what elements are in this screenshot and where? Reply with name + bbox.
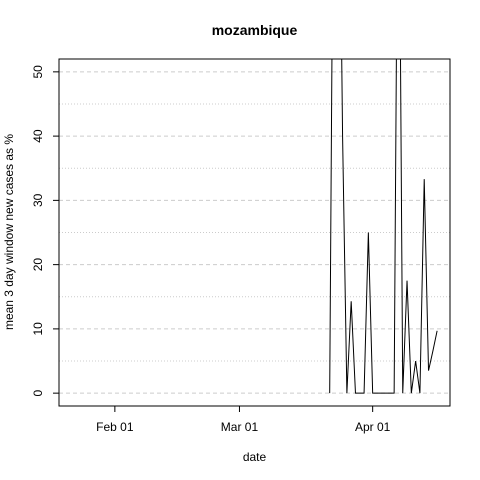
y-tick-label: 10 — [31, 322, 45, 336]
series-line — [329, 59, 438, 394]
grid — [59, 71, 450, 394]
x-tick-label: Mar 01 — [221, 420, 259, 434]
y-tick-label: 40 — [31, 129, 45, 143]
y-tick-label: 0 — [31, 389, 45, 396]
x-tick-label: Apr 01 — [355, 420, 391, 434]
y-tick-label: 30 — [31, 193, 45, 207]
chart-title: mozambique — [212, 22, 298, 38]
x-tick-label: Feb 01 — [96, 420, 134, 434]
plot-frame — [58, 58, 451, 407]
y-axis-label: mean 3 day window new cases as % — [2, 134, 16, 330]
y-tick-label: 20 — [31, 258, 45, 272]
y-tick-label: 50 — [31, 65, 45, 79]
x-axis-label: date — [243, 450, 267, 464]
series — [329, 59, 438, 394]
axes: 0 10 20 30 40 50 Feb 01 Mar 01 Apr 01 — [31, 65, 391, 434]
